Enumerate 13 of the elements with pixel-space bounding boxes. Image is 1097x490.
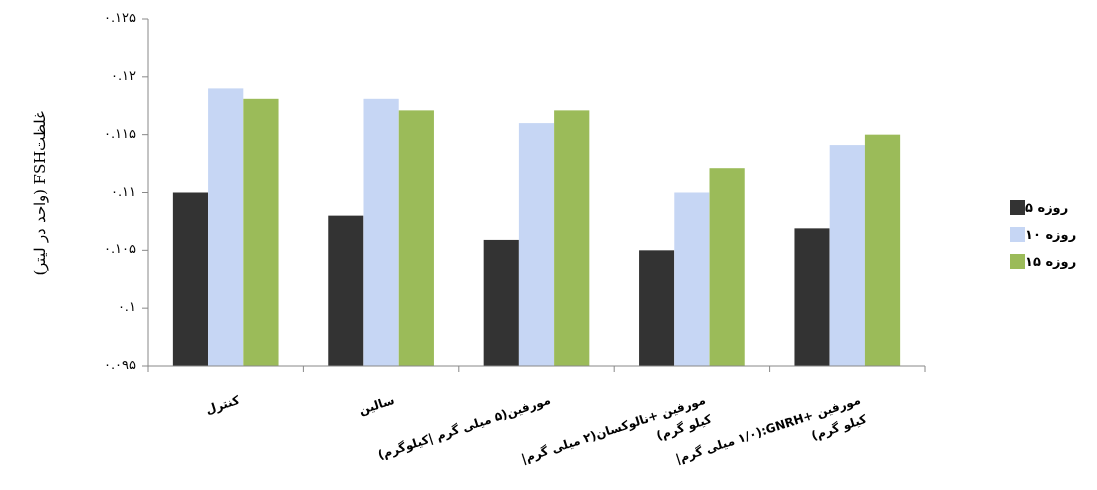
y-tick-label: ۰.۰۹۵ (102, 357, 136, 372)
y-tick-label: ۰.۱۱ (109, 183, 136, 199)
y-tick-label: ۰.۱۱۵ (102, 125, 136, 141)
y-axis-title: غلظتFSH (واحد در لیتر) (31, 110, 49, 275)
legend-label: روزه ۱۵ (1025, 254, 1077, 269)
legend-label: روزه ۱۰ (1025, 227, 1077, 242)
y-tick-label: ۰.۱۲ (109, 67, 136, 83)
x-tick-label: سالین (357, 392, 397, 418)
y-tick-label: ۰.۱۲۵ (102, 10, 136, 25)
legend-label: روزه ۵ (1025, 200, 1069, 215)
x-tick-label: کنترل (202, 391, 242, 419)
y-tick-label: ۰.۱۰۵ (102, 241, 136, 257)
y-tick-label: ۰.۱ (116, 299, 136, 315)
